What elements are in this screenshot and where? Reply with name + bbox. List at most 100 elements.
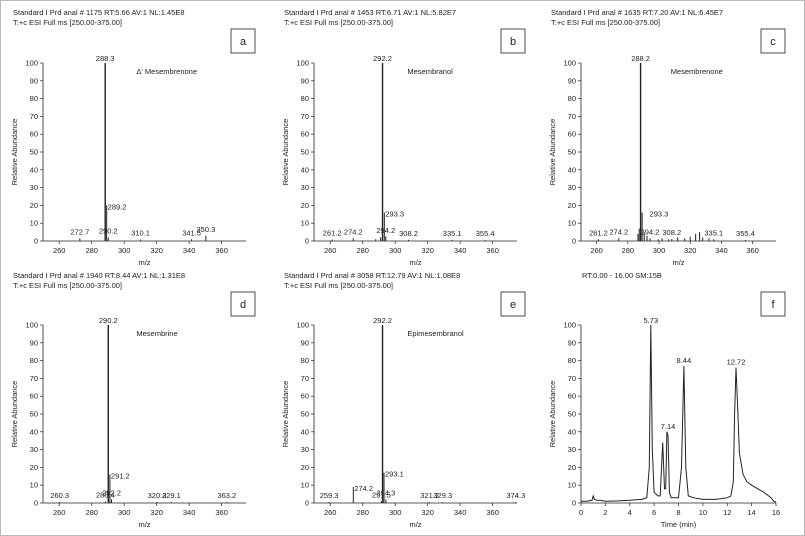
y-tick-label: 90 — [301, 338, 309, 347]
panel-letter-box — [230, 291, 256, 317]
peak-label: 308.2 — [399, 229, 418, 238]
x-tick-label: 300 — [389, 246, 402, 255]
x-tick-label: 260 — [590, 246, 603, 255]
x-tick-label: 280 — [356, 246, 369, 255]
peak-label: 294.3 — [377, 489, 396, 498]
panel-e: Standard I Prd anal # 3058 RT:12.79 AV:1… — [281, 271, 526, 529]
y-axis-label: Relative Abundance — [281, 381, 290, 448]
y-tick-label: 30 — [30, 445, 38, 454]
x-tick-label: 280 — [622, 246, 635, 255]
panel-letter: b — [510, 36, 516, 48]
x-tick-label: 4 — [628, 508, 632, 517]
compound-name: Δ' Mesembrenone — [136, 67, 197, 76]
y-tick-label: 30 — [30, 183, 38, 192]
panel-header-line: T:+c ESI Full ms [250.00-375.00] — [13, 18, 122, 27]
y-tick-label: 70 — [301, 374, 309, 383]
panel-letter: c — [770, 36, 776, 48]
panel-header-line: T:+c ESI Full ms [250.00-375.00] — [284, 281, 393, 290]
y-tick-label: 50 — [30, 410, 38, 419]
panel-letter-box — [500, 28, 526, 54]
peak-label: 291.5 — [372, 490, 391, 499]
panel-letter-box — [230, 28, 256, 54]
peak-label: 272.7 — [70, 227, 89, 236]
chromatogram-trace — [581, 324, 777, 503]
peak-label: 308.2 — [662, 228, 681, 237]
y-tick-label: 50 — [568, 410, 576, 419]
panel-header-line: T:+c ESI Full ms [250.00-375.00] — [551, 18, 660, 27]
y-tick-label: 40 — [568, 165, 576, 174]
y-tick-label: 90 — [301, 76, 309, 85]
y-tick-label: 60 — [301, 392, 309, 401]
x-tick-label: 2 — [603, 508, 607, 517]
peak-label: 289.2 — [108, 202, 127, 211]
compound-name: Mesembrine — [136, 329, 177, 338]
x-tick-label: 280 — [356, 508, 369, 517]
x-tick-label: 12 — [723, 508, 731, 517]
y-tick-label: 100 — [25, 321, 38, 330]
y-tick-label: 40 — [30, 427, 38, 436]
x-tick-label: 260 — [53, 508, 66, 517]
peak-label: 274.2 — [609, 227, 628, 236]
x-tick-label: 360 — [746, 246, 759, 255]
x-tick-label: 360 — [486, 246, 499, 255]
y-axis-label: Relative Abundance — [10, 119, 19, 186]
y-tick-label: 70 — [568, 112, 576, 121]
panel-f: RT:0.00 - 16.00 SM:15Bf01020304050607080… — [548, 271, 786, 529]
x-tick-label: 320 — [684, 246, 697, 255]
peak-label: 293.1 — [385, 470, 404, 479]
x-tick-label: 300 — [653, 246, 666, 255]
panel-header-line: Standard I Prd anal # 3058 RT:12.79 AV:1… — [284, 271, 460, 280]
y-tick-label: 40 — [568, 427, 576, 436]
y-tick-label: 90 — [568, 338, 576, 347]
peak-label: 363.2 — [217, 491, 236, 500]
y-tick-label: 50 — [568, 148, 576, 157]
y-tick-label: 60 — [568, 392, 576, 401]
x-tick-label: 8 — [676, 508, 680, 517]
y-tick-label: 20 — [568, 463, 576, 472]
peak-label: 5.73 — [644, 316, 659, 325]
x-tick-label: 340 — [454, 508, 467, 517]
y-tick-label: 70 — [301, 112, 309, 121]
peak-label: 293.3 — [650, 210, 669, 219]
x-tick-label: 300 — [389, 508, 402, 517]
y-tick-label: 80 — [301, 356, 309, 365]
peak-label: 261.2 — [589, 228, 608, 237]
y-tick-label: 10 — [568, 219, 576, 228]
y-tick-label: 10 — [301, 481, 309, 490]
peak-label: 350.3 — [196, 225, 215, 234]
y-tick-label: 20 — [568, 201, 576, 210]
x-tick-label: 340 — [454, 246, 467, 255]
y-tick-label: 10 — [301, 219, 309, 228]
panel-header-line: Standard I Prd anal # 1940 RT:8.44 AV:1 … — [13, 271, 185, 280]
peak-label: 293.3 — [385, 210, 404, 219]
panel-c: Standard I Prd anal # 1635 RT:7.20 AV:1 … — [548, 8, 786, 267]
x-tick-label: 0 — [579, 508, 583, 517]
y-tick-label: 70 — [568, 374, 576, 383]
compound-name: Mesembranol — [407, 67, 453, 76]
peak-label: 290.2 — [99, 316, 118, 325]
panel-letter: e — [510, 299, 516, 311]
x-tick-label: 340 — [183, 246, 196, 255]
x-tick-label: 260 — [324, 508, 337, 517]
panel-header-line: Standard I Prd anal # 1635 RT:7.20 AV:1 … — [551, 8, 723, 17]
peak-label: 12.72 — [727, 358, 746, 367]
x-tick-label: 6 — [652, 508, 656, 517]
panel-header-line: Standard I Prd anal # 1453 RT:6.71 AV:1 … — [284, 8, 456, 17]
panel-b: Standard I Prd anal # 1453 RT:6.71 AV:1 … — [281, 8, 526, 267]
y-axis-label: Relative Abundance — [281, 119, 290, 186]
x-tick-label: 320 — [150, 246, 163, 255]
y-tick-label: 20 — [301, 201, 309, 210]
peak-label: 288.3 — [96, 54, 115, 63]
y-tick-label: 80 — [30, 356, 38, 365]
peak-label: 7.14 — [661, 422, 676, 431]
x-axis-label: m/z — [138, 520, 150, 529]
y-tick-label: 100 — [296, 59, 309, 68]
panel-letter-box — [760, 28, 786, 54]
y-tick-label: 0 — [572, 499, 576, 508]
peak-label: 8.44 — [677, 356, 692, 365]
x-tick-label: 280 — [85, 508, 98, 517]
y-tick-label: 100 — [296, 321, 309, 330]
y-tick-label: 50 — [301, 148, 309, 157]
y-tick-label: 40 — [30, 165, 38, 174]
x-axis-label: m/z — [138, 258, 150, 267]
